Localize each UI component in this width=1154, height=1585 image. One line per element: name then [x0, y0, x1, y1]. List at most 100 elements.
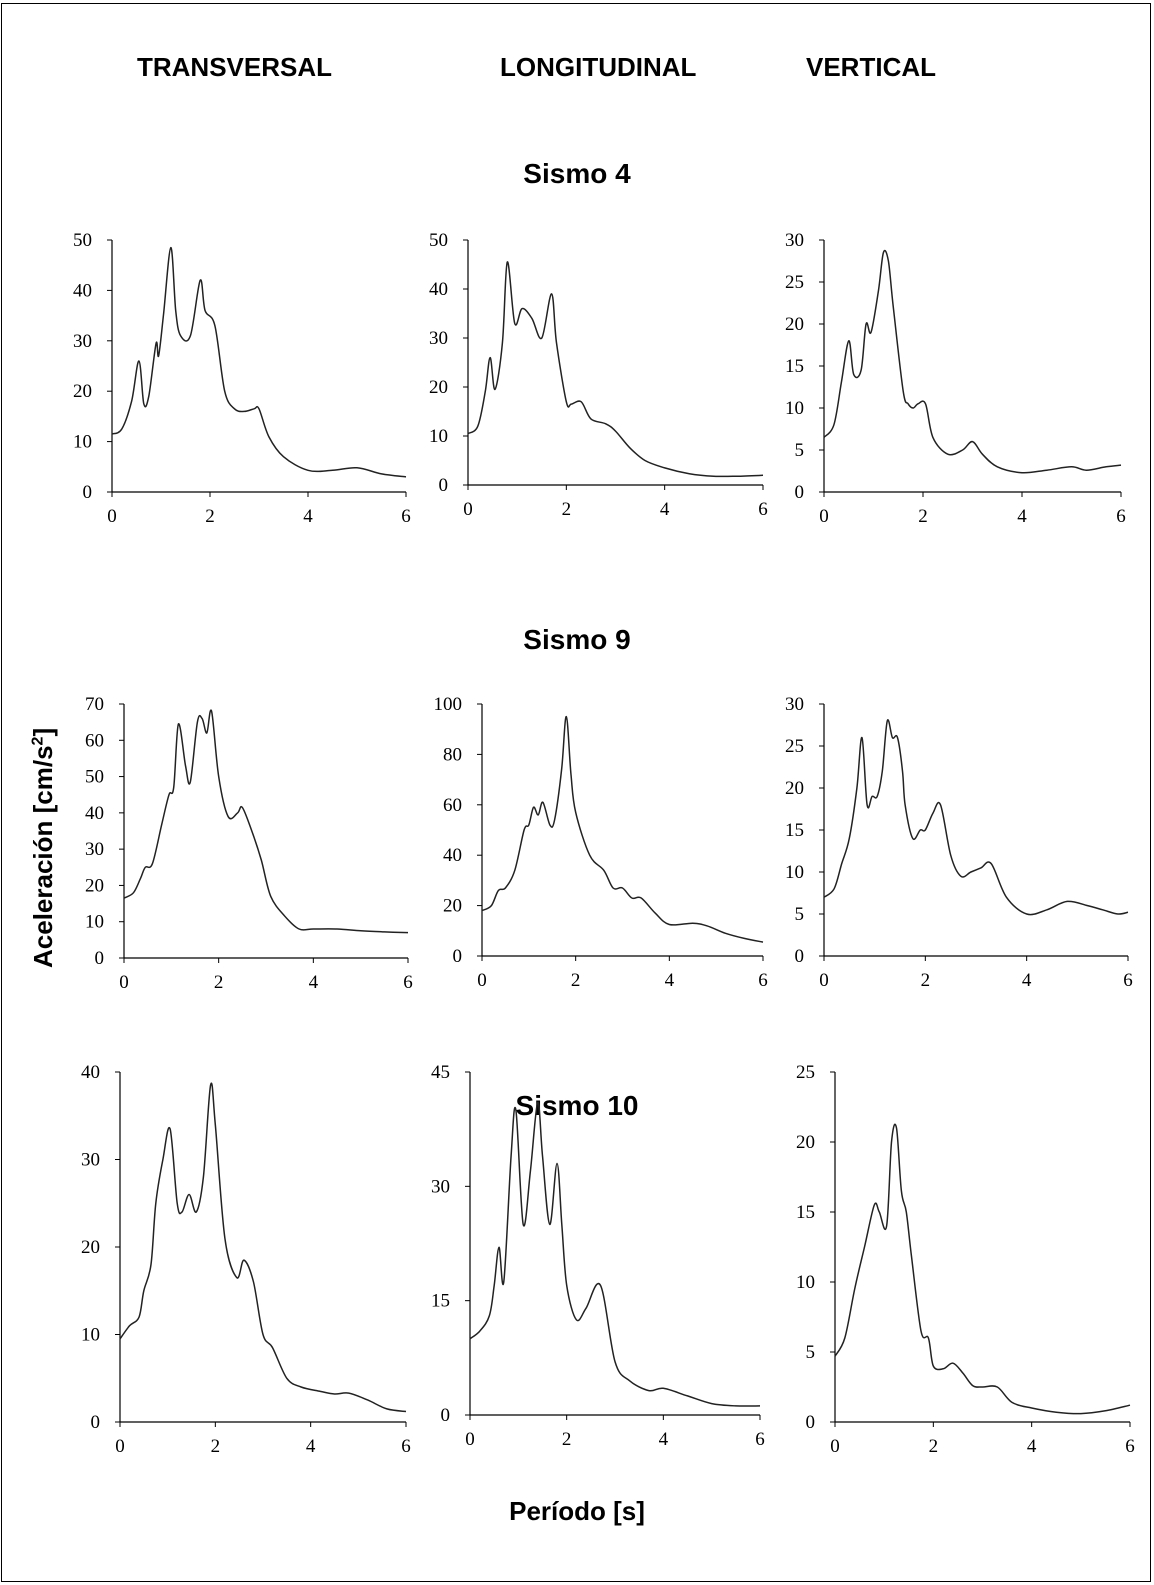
- chart-4-y-tick-label: 10: [85, 912, 104, 933]
- chart-2-y-tick-label: 30: [429, 328, 448, 349]
- chart-4-x-tick-label: 2: [214, 972, 224, 993]
- column-header-vertical: VERTICAL: [806, 52, 936, 82]
- chart-7-y-tick-label: 10: [81, 1325, 100, 1346]
- chart-7-x-tick-label: 2: [211, 1436, 221, 1457]
- chart-2-y-tick-label: 20: [429, 377, 448, 398]
- chart-5-y-tick-label: 80: [443, 744, 462, 765]
- chart-3-series-line: [823, 249, 1122, 474]
- chart-4-y-tick-label: 40: [85, 803, 104, 824]
- chart-7-x-tick-label: 6: [401, 1436, 411, 1457]
- chart-5-x-tick-label: 4: [665, 970, 675, 991]
- chart-9-series-line: [834, 1123, 1131, 1415]
- chart-9-y-tick-label: 5: [806, 1342, 816, 1363]
- chart-8-y-tick-label: 15: [431, 1291, 450, 1312]
- chart-2-y-tick-label: 50: [429, 230, 448, 251]
- chart-1-series-line: [111, 246, 407, 478]
- chart-8-y-tick-label: 45: [431, 1062, 450, 1083]
- x-axis-label: Período [s]: [509, 1496, 645, 1526]
- chart-4-y-tick-label: 60: [85, 730, 104, 751]
- chart-6-x-tick-label: 0: [819, 970, 829, 991]
- chart-5-y-tick-label: 60: [443, 795, 462, 816]
- chart-8-y-tick-label: 0: [441, 1405, 451, 1426]
- chart-3-x-tick-label: 0: [819, 506, 829, 527]
- chart-5-series-line: [481, 715, 764, 943]
- column-header-longitudinal: LONGITUDINAL: [500, 52, 697, 82]
- chart-7-y-tick-label: 0: [91, 1412, 101, 1433]
- chart-4-y-tick-label: 0: [95, 948, 105, 969]
- chart-6-y-tick-label: 25: [785, 736, 804, 757]
- chart-5-x-tick-label: 6: [758, 970, 768, 991]
- chart-6-y-tick-label: 10: [785, 862, 804, 883]
- chart-3-y-tick-label: 10: [785, 398, 804, 419]
- chart-9-y-tick-label: 15: [796, 1202, 815, 1223]
- chart-3-x-tick-label: 2: [918, 506, 928, 527]
- chart-5-x-tick-label: 2: [571, 970, 581, 991]
- chart-1-x-tick-label: 6: [401, 506, 411, 527]
- chart-1-y-tick-label: 10: [73, 432, 92, 453]
- chart-8-x-tick-label: 6: [755, 1429, 765, 1450]
- chart-7-y-tick-label: 40: [81, 1062, 100, 1083]
- chart-9-y-tick-label: 0: [806, 1412, 816, 1433]
- chart-6-x-tick-label: 4: [1022, 970, 1032, 991]
- chart-3-y-tick-label: 20: [785, 314, 804, 335]
- chart-6-y-tick-label: 30: [785, 694, 804, 715]
- chart-6-x-tick-label: 6: [1123, 970, 1133, 991]
- chart-1-x-tick-label: 4: [303, 506, 313, 527]
- chart-1-y-tick-label: 40: [73, 280, 92, 301]
- chart-6-y-tick-label: 20: [785, 778, 804, 799]
- chart-2-y-tick-label: 10: [429, 426, 448, 447]
- row-title-sismo-9: Sismo 9: [523, 624, 631, 655]
- chart-2-y-tick-label: 0: [439, 475, 449, 496]
- chart-4-x-tick-label: 6: [403, 972, 413, 993]
- chart-1-y-tick-label: 50: [73, 230, 92, 251]
- chart-9-x-tick-label: 2: [929, 1436, 939, 1457]
- chart-9-x-tick-label: 0: [830, 1436, 840, 1457]
- chart-1-x-tick-label: 2: [205, 506, 215, 527]
- row-title-sismo-4: Sismo 4: [523, 158, 631, 189]
- chart-6-y-tick-label: 0: [795, 946, 805, 967]
- chart-9-x-tick-label: 4: [1027, 1436, 1037, 1457]
- chart-7-y-tick-label: 30: [81, 1150, 100, 1171]
- chart-4-series-line: [123, 709, 409, 934]
- chart-8-x-tick-label: 4: [659, 1429, 669, 1450]
- chart-1-y-tick-label: 30: [73, 331, 92, 352]
- chart-7-y-tick-label: 20: [81, 1237, 100, 1258]
- column-header-transversal: TRANSVERSAL: [137, 52, 333, 82]
- chart-6-y-tick-label: 15: [785, 820, 804, 841]
- chart-3-x-tick-label: 4: [1017, 506, 1027, 527]
- chart-6-x-tick-label: 2: [921, 970, 931, 991]
- chart-1-y-tick-label: 20: [73, 381, 92, 402]
- chart-3-y-tick-label: 5: [795, 440, 805, 461]
- chart-2-x-tick-label: 2: [562, 499, 572, 520]
- chart-8-series-line: [469, 1101, 761, 1407]
- chart-2-x-tick-label: 0: [463, 499, 473, 520]
- chart-9-y-tick-label: 10: [796, 1272, 815, 1293]
- chart-4-y-tick-label: 30: [85, 839, 104, 860]
- chart-7-series-line: [119, 1082, 407, 1413]
- chart-2-series-line: [467, 261, 764, 478]
- chart-4-y-tick-label: 70: [85, 694, 104, 715]
- chart-3-y-tick-label: 25: [785, 272, 804, 293]
- chart-5-y-tick-label: 40: [443, 845, 462, 866]
- chart-4-x-tick-label: 0: [119, 972, 129, 993]
- chart-7-x-tick-label: 4: [306, 1436, 316, 1457]
- figure-frame: [1, 3, 1151, 1582]
- chart-4-y-tick-label: 50: [85, 767, 104, 788]
- chart-3-y-tick-label: 15: [785, 356, 804, 377]
- chart-8-x-tick-label: 2: [562, 1429, 572, 1450]
- chart-9-y-tick-label: 25: [796, 1062, 815, 1083]
- chart-5-y-tick-label: 0: [453, 946, 463, 967]
- chart-1-x-tick-label: 0: [107, 506, 117, 527]
- chart-2-x-tick-label: 6: [758, 499, 768, 520]
- chart-7-x-tick-label: 0: [115, 1436, 125, 1457]
- chart-5-y-tick-label: 20: [443, 896, 462, 917]
- chart-8-x-tick-label: 0: [465, 1429, 475, 1450]
- chart-9-y-tick-label: 20: [796, 1132, 815, 1153]
- chart-6-series-line: [823, 719, 1129, 916]
- chart-4-y-tick-label: 20: [85, 875, 104, 896]
- chart-5-y-tick-label: 100: [434, 694, 463, 715]
- chart-9-x-tick-label: 6: [1125, 1436, 1135, 1457]
- chart-3-x-tick-label: 6: [1116, 506, 1126, 527]
- chart-4-x-tick-label: 4: [309, 972, 319, 993]
